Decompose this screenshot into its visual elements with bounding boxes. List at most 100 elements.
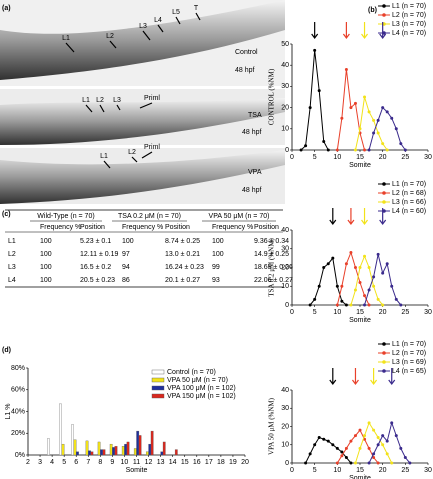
photo-label: L1 bbox=[62, 35, 70, 42]
x-tick-label: 10 bbox=[333, 309, 341, 316]
legend-marker bbox=[382, 182, 386, 186]
y-tick-label: 20 bbox=[281, 264, 289, 271]
legend-marker bbox=[382, 360, 386, 364]
x-tick-label: 25 bbox=[401, 467, 409, 474]
data-point bbox=[353, 434, 357, 438]
table-subheader: Position bbox=[165, 224, 190, 231]
y-tick-label: 60% bbox=[11, 387, 25, 394]
data-point bbox=[372, 428, 376, 432]
x-tick-label: 9 bbox=[110, 459, 114, 466]
arrow-head bbox=[329, 219, 337, 225]
data-point bbox=[358, 428, 362, 432]
data-point bbox=[358, 446, 362, 450]
series-line bbox=[354, 96, 388, 151]
y-tick-label: 50 bbox=[281, 41, 289, 48]
x-tick-label: 0 bbox=[290, 309, 294, 316]
data-point bbox=[381, 434, 385, 438]
x-tick-label: 15 bbox=[356, 309, 364, 316]
table-cell: 20.1 ± 0.27 bbox=[165, 277, 200, 284]
arrow-head bbox=[342, 33, 350, 39]
legend-marker bbox=[382, 200, 386, 204]
x-axis-label: Somite bbox=[126, 467, 148, 474]
x-tick-label: 2 bbox=[26, 459, 30, 466]
x-tick-label: 5 bbox=[313, 309, 317, 316]
table-subheader: Position bbox=[80, 224, 105, 231]
photo-arrow bbox=[109, 40, 117, 49]
data-point bbox=[322, 437, 326, 441]
panel-label: (c) bbox=[2, 211, 11, 218]
data-point bbox=[353, 288, 357, 292]
data-point bbox=[344, 456, 348, 460]
legend-label: L2 (n = 68) bbox=[392, 190, 426, 197]
x-tick-label: 11 bbox=[133, 459, 140, 466]
x-tick-label: 25 bbox=[401, 154, 409, 161]
data-point bbox=[376, 131, 380, 135]
x-tick-label: 6 bbox=[74, 459, 78, 466]
table-group-header: VPA 50 μM (n = 70) bbox=[209, 213, 270, 220]
y-tick-label: 20% bbox=[11, 430, 25, 437]
x-tick-label: 30 bbox=[424, 309, 432, 316]
data-point bbox=[304, 461, 308, 465]
bar bbox=[88, 450, 91, 456]
y-tick-label: 40% bbox=[11, 408, 25, 415]
series-line bbox=[336, 429, 379, 464]
bar bbox=[136, 430, 140, 456]
data-point bbox=[394, 434, 398, 438]
bar bbox=[73, 439, 77, 456]
series-line bbox=[368, 421, 411, 464]
y-tick-label: 40 bbox=[281, 387, 289, 394]
bar bbox=[148, 443, 152, 456]
data-point bbox=[344, 262, 348, 266]
legend-label: VPA 150 μM (n = 102) bbox=[167, 393, 236, 400]
panel-label: (a) bbox=[2, 5, 11, 12]
x-tick-label: 15 bbox=[356, 154, 364, 161]
photo-panel bbox=[0, 0, 285, 204]
legend-label: L2 (n = 70) bbox=[392, 12, 426, 19]
bar bbox=[61, 443, 65, 456]
x-tick-label: 14 bbox=[169, 459, 177, 466]
bar bbox=[133, 448, 137, 456]
table-cell: 13.0 ± 0.21 bbox=[165, 251, 200, 258]
panel-label: (b) bbox=[368, 7, 377, 14]
series-line bbox=[350, 254, 384, 306]
x-tick-label: 15 bbox=[181, 459, 189, 466]
legend-swatch bbox=[151, 385, 165, 391]
data-point bbox=[408, 461, 412, 465]
photo-label: L2 bbox=[96, 97, 104, 104]
x-tick-label: 19 bbox=[229, 459, 237, 466]
bar bbox=[100, 449, 103, 456]
photo-caption: 48 hpf bbox=[242, 129, 262, 136]
data-point bbox=[340, 450, 344, 454]
table-cell: 100 bbox=[40, 264, 52, 271]
x-tick-label: 18 bbox=[217, 459, 225, 466]
data-point bbox=[313, 297, 317, 301]
table-cell: L1 bbox=[8, 238, 16, 245]
data-point bbox=[308, 303, 312, 307]
legend-label: L1 (n = 70) bbox=[392, 181, 426, 188]
data-point bbox=[349, 251, 353, 254]
table-cell: 20.5 ± 0.23 bbox=[80, 277, 115, 284]
embryo bbox=[0, 150, 285, 204]
photo-arrow bbox=[103, 160, 111, 169]
photo-label: L2 bbox=[128, 149, 136, 156]
y-tick-label: 30 bbox=[281, 405, 289, 412]
bar bbox=[47, 438, 50, 456]
table-cell: 93 bbox=[212, 277, 220, 284]
arrow-head bbox=[361, 219, 369, 225]
legend-marker bbox=[382, 369, 386, 373]
legend-marker bbox=[382, 4, 386, 8]
data-point bbox=[349, 106, 353, 110]
data-point bbox=[376, 297, 380, 301]
photo-caption: 48 hpf bbox=[242, 187, 262, 194]
data-point bbox=[372, 118, 376, 122]
data-point bbox=[367, 303, 371, 307]
series-line bbox=[364, 254, 402, 306]
data-point bbox=[335, 303, 339, 307]
legend-marker bbox=[382, 351, 386, 355]
legend-label: L4 (n = 60) bbox=[392, 208, 426, 215]
table-cell: 97 bbox=[122, 251, 130, 258]
table-cell: 18.65 ± 0.26 bbox=[254, 264, 293, 271]
photo-arrow bbox=[99, 104, 105, 113]
y-tick-label: 30 bbox=[281, 246, 289, 253]
data-point bbox=[390, 421, 394, 425]
